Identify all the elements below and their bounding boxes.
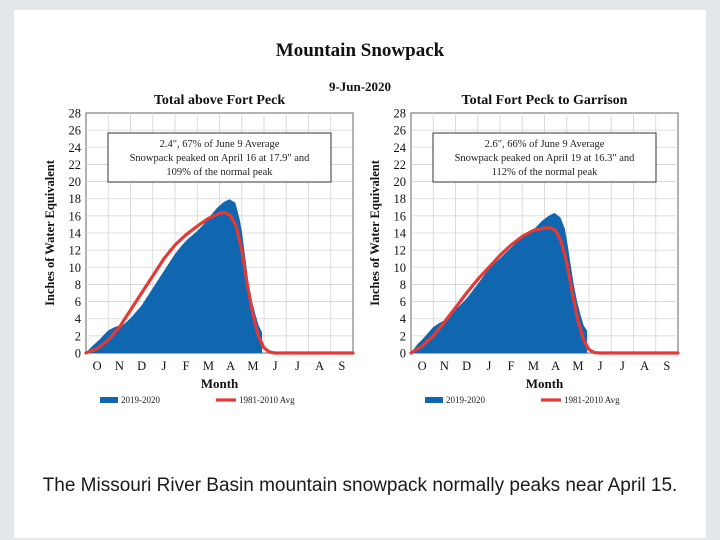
legend-label-1981-2010-avg: 1981-2010 Avg xyxy=(239,395,295,405)
y-tick-label: 2 xyxy=(75,329,81,343)
chart-fort-peck: Total above Fort Peck0246810121416182022… xyxy=(43,93,355,405)
y-tick-label: 18 xyxy=(69,192,82,206)
y-tick-label: 16 xyxy=(394,209,407,223)
x-tick-label: J xyxy=(620,359,625,373)
annotation-line: 2.4", 67% of June 9 Average xyxy=(160,139,280,150)
x-tick-label: J xyxy=(295,359,300,373)
legend-label-2019-2020: 2019-2020 xyxy=(121,395,160,405)
legend-label-2019-2020: 2019-2020 xyxy=(446,395,485,405)
y-tick-label: 26 xyxy=(69,124,82,138)
y-tick-label: 0 xyxy=(400,347,406,361)
y-tick-label: 22 xyxy=(69,158,82,172)
x-tick-label: A xyxy=(551,359,560,373)
x-tick-label: J xyxy=(161,359,166,373)
y-tick-label: 4 xyxy=(75,312,82,326)
y-tick-label: 8 xyxy=(400,278,406,292)
x-tick-label: M xyxy=(572,359,583,373)
legend-label-1981-2010-avg: 1981-2010 Avg xyxy=(564,395,620,405)
x-axis-label: Month xyxy=(201,376,239,391)
y-tick-label: 20 xyxy=(69,175,82,189)
series-line-1981-2010-avg xyxy=(409,226,680,355)
annotation-line: 109% of the normal peak xyxy=(166,167,273,178)
y-tick-label: 24 xyxy=(69,141,82,155)
y-tick-label: 14 xyxy=(69,227,82,241)
x-tick-label: O xyxy=(418,359,427,373)
y-tick-label: 4 xyxy=(400,312,407,326)
x-tick-label: F xyxy=(508,359,515,373)
x-tick-label: O xyxy=(93,359,102,373)
y-tick-label: 6 xyxy=(400,295,406,309)
date-label: 9-Jun-2020 xyxy=(328,79,392,94)
x-tick-label: A xyxy=(640,359,649,373)
chart-title: Total Fort Peck to Garrison xyxy=(462,93,628,108)
y-tick-label: 12 xyxy=(69,244,82,258)
legend-swatch-2019-2020 xyxy=(425,397,443,403)
x-tick-label: J xyxy=(598,359,603,373)
annotation-line: Snowpack peaked on April 16 at 17.9" and xyxy=(130,153,311,164)
y-axis-label: Inches of Water Equivalent xyxy=(43,159,57,306)
y-axis-label: Inches of Water Equivalent xyxy=(368,159,382,306)
y-tick-label: 28 xyxy=(394,107,407,121)
y-tick-label: 28 xyxy=(69,107,82,121)
y-tick-label: 8 xyxy=(75,278,81,292)
y-tick-label: 6 xyxy=(75,295,81,309)
x-tick-label: D xyxy=(462,359,471,373)
slide-title: Mountain Snowpack xyxy=(275,40,445,61)
y-tick-label: 16 xyxy=(69,209,82,223)
x-tick-label: S xyxy=(663,359,670,373)
y-tick-label: 22 xyxy=(394,158,407,172)
y-tick-label: 14 xyxy=(394,227,407,241)
x-axis-label: Month xyxy=(526,376,564,391)
chart-fort-peck-to-garrison: Total Fort Peck to Garrison0246810121416… xyxy=(368,93,680,405)
chart-title: Total above Fort Peck xyxy=(154,93,286,108)
slide-caption: The Missouri River Basin mountain snowpa… xyxy=(42,475,678,496)
annotation-box xyxy=(432,132,657,183)
x-tick-label: A xyxy=(226,359,235,373)
y-tick-label: 0 xyxy=(75,347,81,361)
x-tick-label: S xyxy=(338,359,345,373)
legend-swatch-2019-2020 xyxy=(100,397,118,403)
x-tick-label: M xyxy=(528,359,539,373)
annotation-line: 112% of the normal peak xyxy=(492,167,598,178)
x-tick-label: M xyxy=(247,359,258,373)
y-tick-label: 20 xyxy=(394,175,407,189)
y-tick-label: 10 xyxy=(69,261,82,275)
x-tick-label: D xyxy=(137,359,146,373)
y-tick-label: 24 xyxy=(394,141,407,155)
annotation-line: 2.6", 66% of June 9 Average xyxy=(485,139,605,150)
annotation-line: Snowpack peaked on April 19 at 16.3" and xyxy=(455,153,636,164)
x-tick-label: F xyxy=(183,359,190,373)
y-tick-label: 10 xyxy=(394,261,407,275)
y-tick-label: 26 xyxy=(394,124,407,138)
y-tick-label: 2 xyxy=(400,329,406,343)
annotation-box xyxy=(107,132,332,183)
y-tick-label: 12 xyxy=(394,244,407,258)
x-tick-label: A xyxy=(315,359,324,373)
x-tick-label: N xyxy=(440,359,449,373)
x-tick-label: N xyxy=(115,359,124,373)
x-tick-label: M xyxy=(203,359,214,373)
x-tick-label: J xyxy=(486,359,491,373)
series-line-1981-2010-avg xyxy=(84,210,355,355)
y-tick-label: 18 xyxy=(394,192,407,206)
x-tick-label: J xyxy=(273,359,278,373)
